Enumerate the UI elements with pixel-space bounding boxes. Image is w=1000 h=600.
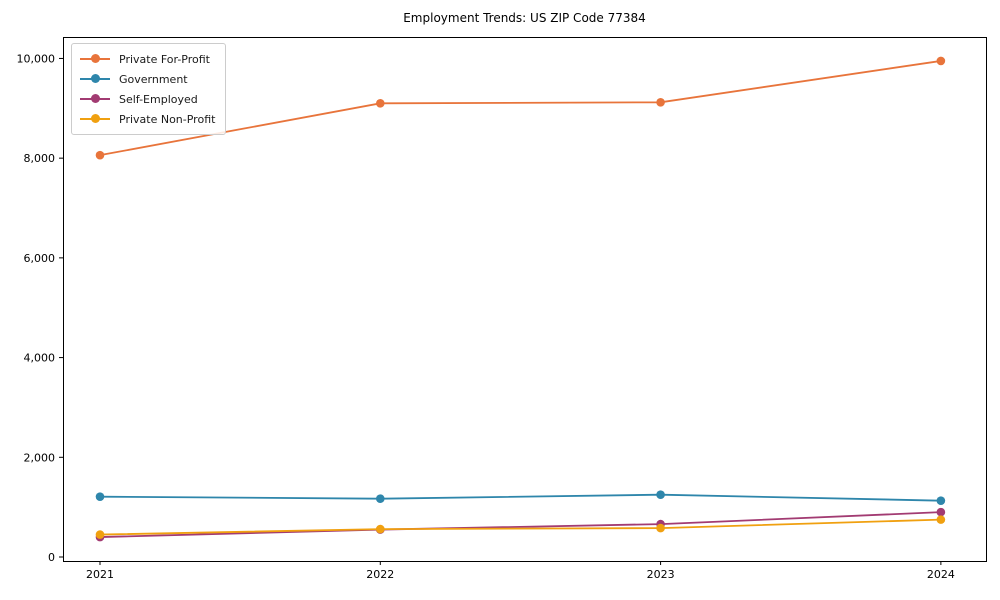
data-point bbox=[656, 523, 665, 533]
y-tick-label: 2,000 bbox=[24, 451, 56, 464]
data-point bbox=[936, 496, 946, 505]
series-line bbox=[99, 60, 942, 157]
legend-label: Self-Employed bbox=[119, 92, 198, 106]
data-point bbox=[656, 490, 665, 499]
x-tick-label: 2024 bbox=[927, 568, 955, 581]
series-line bbox=[99, 518, 941, 536]
legend-item: Self-Employed bbox=[80, 89, 215, 109]
legend-label: Government bbox=[119, 72, 188, 86]
data-point bbox=[375, 494, 385, 503]
legend-marker-icon bbox=[80, 49, 110, 69]
y-tick-label: 4,000 bbox=[24, 352, 56, 365]
data-point bbox=[95, 492, 105, 501]
data-point bbox=[375, 99, 385, 108]
legend-marker-icon bbox=[80, 89, 110, 109]
series-line bbox=[99, 511, 941, 538]
data-point bbox=[656, 98, 665, 107]
legend-marker-icon bbox=[80, 69, 110, 89]
y-tick-label: 8,000 bbox=[24, 152, 56, 165]
x-tick-label: 2023 bbox=[647, 568, 675, 581]
legend-item: Private Non-Profit bbox=[80, 109, 215, 129]
data-point bbox=[95, 530, 105, 539]
plot-frame bbox=[63, 37, 987, 562]
data-point bbox=[95, 150, 105, 160]
series-line bbox=[99, 493, 941, 502]
data-point bbox=[936, 56, 946, 66]
chart-title: Employment Trends: US ZIP Code 77384 bbox=[403, 11, 646, 25]
legend-marker-icon bbox=[80, 109, 110, 129]
data-point bbox=[936, 507, 946, 517]
legend-label: Private Non-Profit bbox=[119, 112, 216, 126]
legend: Private For-Profit Government Self-Employe… bbox=[71, 43, 227, 135]
legend-item: Private For-Profit bbox=[80, 49, 215, 69]
y-tick-label: 10,000 bbox=[17, 52, 56, 65]
legend-label: Private For-Profit bbox=[119, 52, 210, 66]
data-point bbox=[375, 524, 385, 534]
x-tick-label: 2022 bbox=[366, 568, 394, 581]
y-tick-label: 6,000 bbox=[24, 252, 56, 265]
legend-item: Government bbox=[80, 69, 215, 89]
y-tick-label: 0 bbox=[48, 551, 55, 564]
x-tick-label: 2021 bbox=[86, 568, 114, 581]
data-point bbox=[936, 515, 946, 524]
